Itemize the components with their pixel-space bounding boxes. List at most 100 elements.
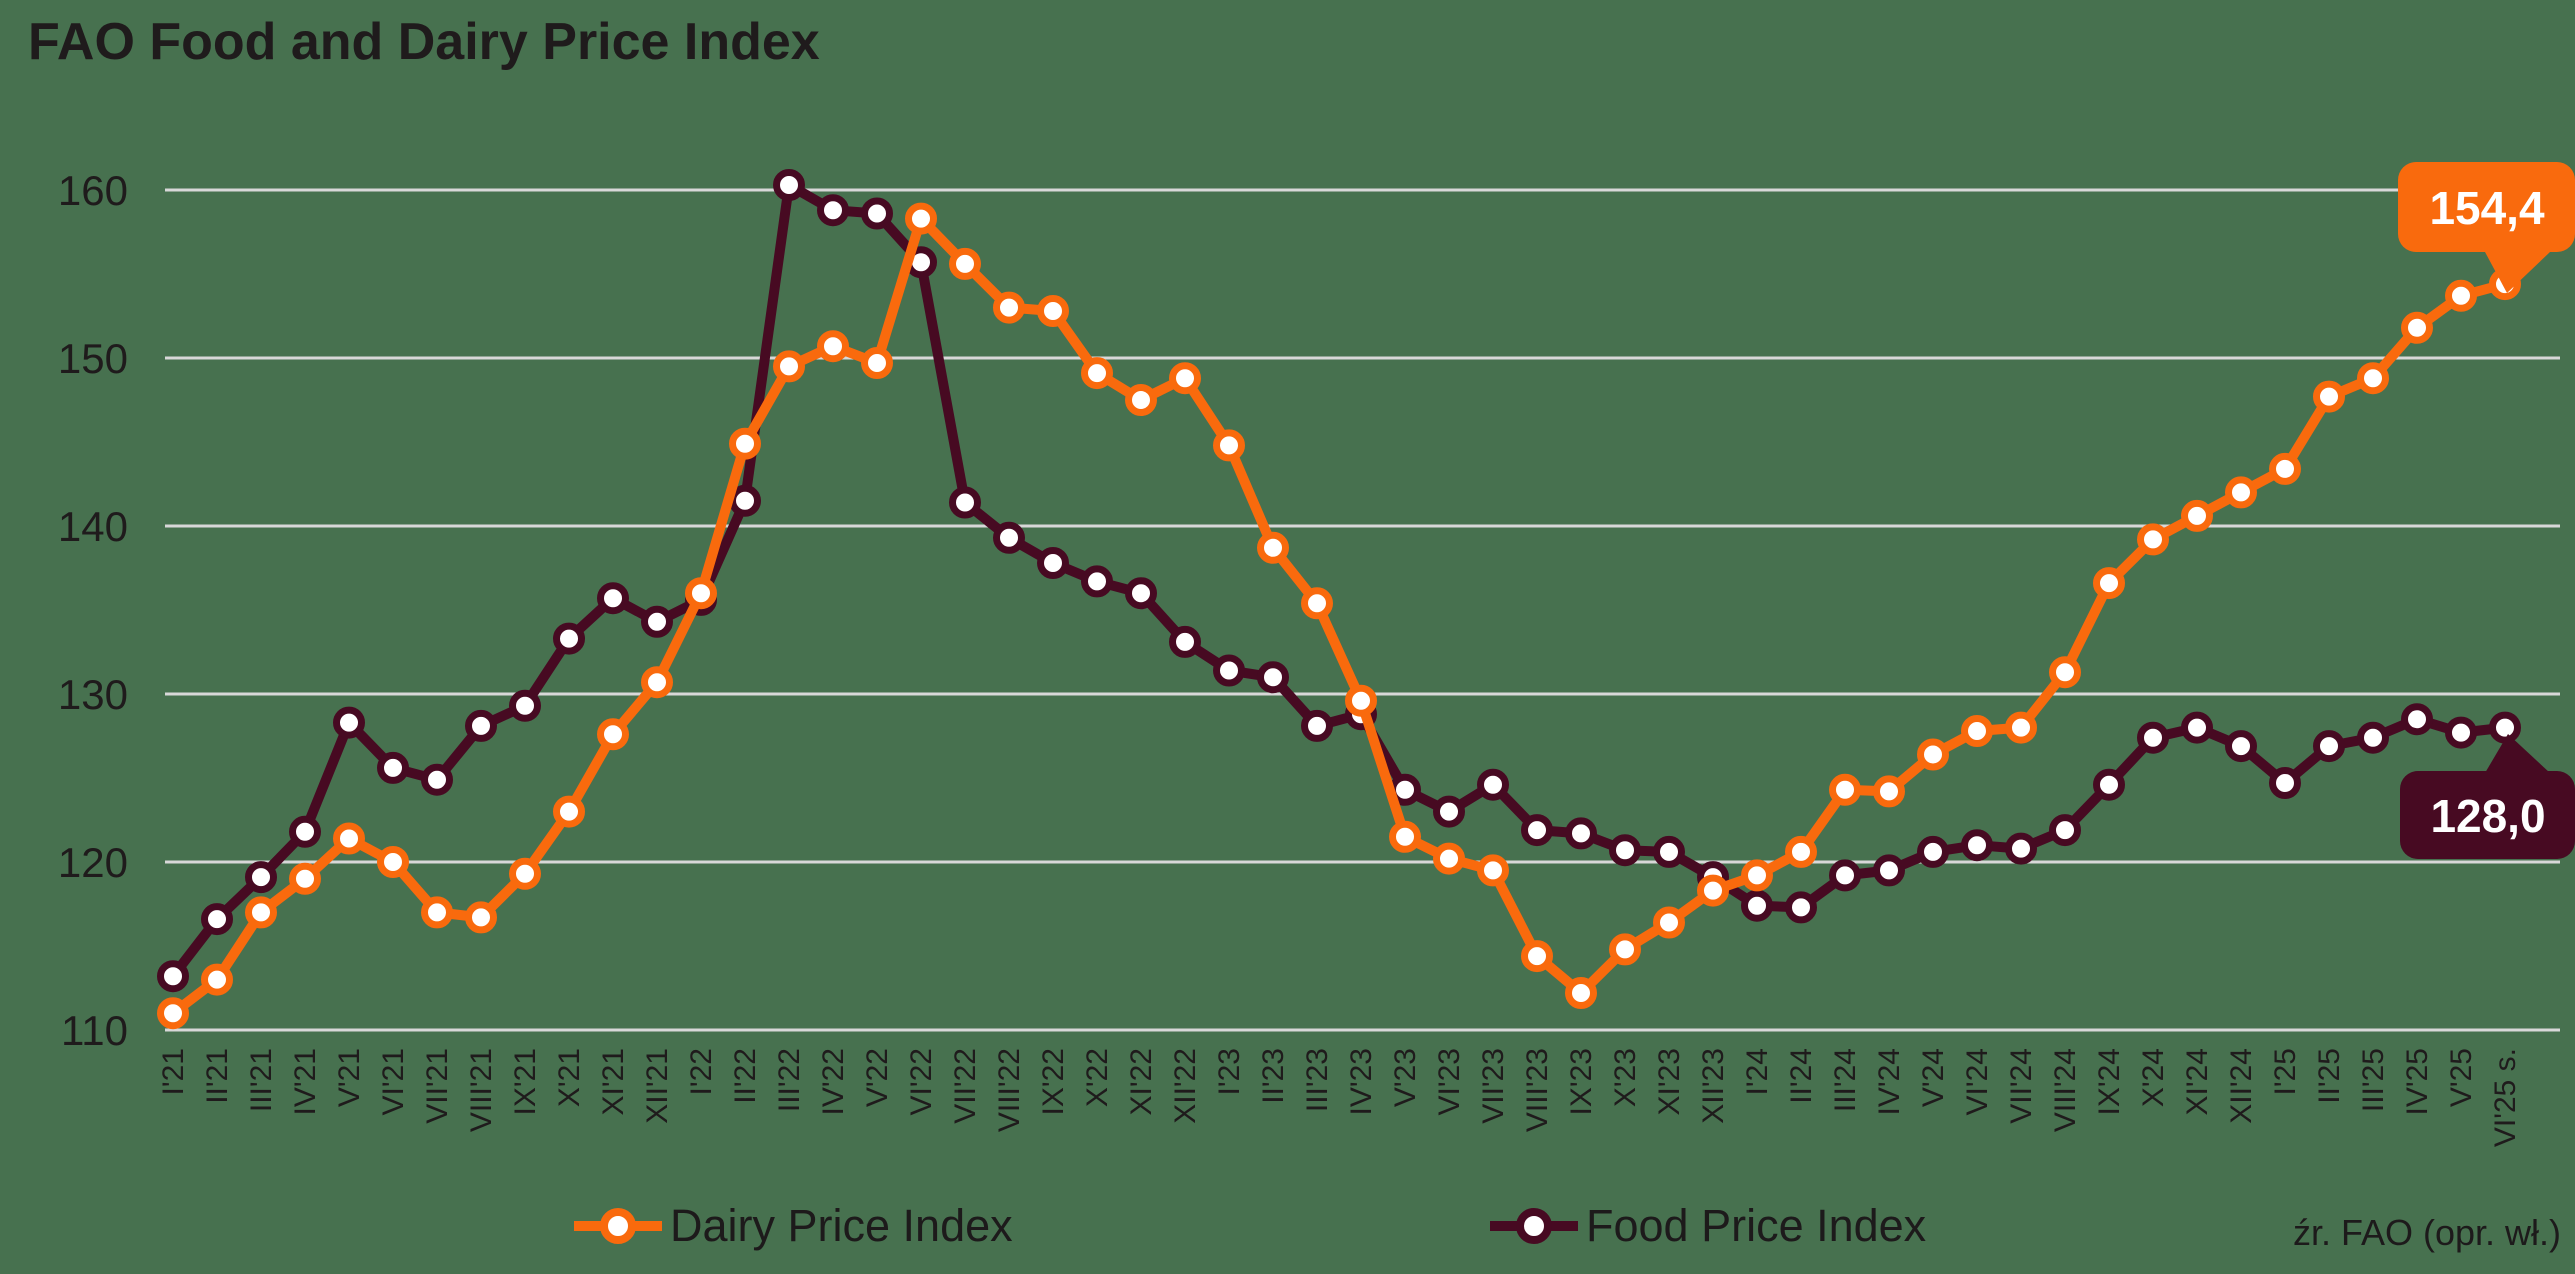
x-axis-tick-label: IX'22: [1037, 1048, 1070, 1115]
food-data-point: [1917, 835, 1949, 868]
y-axis-tick-label: 130: [58, 671, 128, 718]
dairy-data-point: [1213, 429, 1245, 462]
food-data-point: [2269, 767, 2301, 799]
y-axis-tick-label: 120: [58, 839, 128, 886]
food-data-point: [1477, 768, 1509, 801]
dairy-data-point: [509, 857, 541, 890]
dairy-data-point: [1785, 835, 1817, 868]
dairy-data-point: [597, 718, 629, 751]
x-axis-tick-label: X'21: [553, 1048, 586, 1107]
dairy-data-point: [1301, 587, 1333, 620]
dairy-data-point: [2005, 711, 2037, 744]
food-data-point: [2137, 721, 2169, 754]
dairy-data-point: [1389, 820, 1421, 853]
x-axis-tick-label: III'22: [773, 1048, 806, 1112]
dairy-data-point: [729, 427, 761, 460]
x-axis-tick-label: VII'23: [1477, 1048, 1510, 1124]
food-series-line: [169, 180, 2506, 980]
dairy-data-point: [1081, 357, 1113, 390]
food-data-point: [2357, 721, 2389, 754]
x-axis-tick-label: VI'22: [905, 1048, 938, 1115]
food-data-point: [465, 709, 497, 742]
x-axis-tick-label: II'22: [729, 1048, 762, 1104]
x-axis-tick-label: VII'21: [421, 1048, 454, 1124]
food-data-point: [553, 622, 585, 655]
x-axis-tick-label: X'22: [1081, 1048, 1114, 1107]
food-data-point: [333, 706, 365, 739]
x-axis-tick-label: X'24: [2137, 1048, 2170, 1107]
food-data-point: [2445, 716, 2477, 749]
dairy-data-point: [1477, 854, 1509, 887]
x-axis-tick-label: II'23: [1257, 1048, 1290, 1104]
x-axis-tick-label: IX'21: [509, 1048, 542, 1115]
food-data-point: [377, 751, 409, 784]
food-data-point: [157, 960, 189, 993]
y-axis-tick-label: 110: [61, 1007, 128, 1054]
food-data-point: [2181, 711, 2213, 744]
dairy-data-point: [1125, 384, 1157, 416]
dairy-data-point: [2401, 311, 2433, 344]
dairy-data-point: [993, 291, 1025, 324]
dairy-data-point: [1697, 874, 1729, 907]
dairy-data-point: [2357, 362, 2389, 395]
food-data-point: [1521, 814, 1553, 847]
food-data-point: [2401, 703, 2433, 736]
dairy-callout-value: 154,4: [2429, 182, 2545, 234]
dairy-data-point: [1169, 362, 1201, 395]
dairy-data-point: [201, 963, 233, 996]
x-axis-tick-label: XII'24: [2225, 1048, 2258, 1124]
dairy-legend-marker-icon: [574, 1208, 662, 1244]
x-axis-tick-label: XII'23: [1697, 1048, 1730, 1124]
dairy-data-point: [245, 896, 277, 929]
food-data-point: [1037, 547, 1069, 579]
food-data-point: [1741, 889, 1773, 922]
dairy-data-point: [905, 202, 937, 235]
food-data-point: [1565, 817, 1597, 850]
x-axis-tick-label: II'24: [1785, 1048, 1818, 1104]
food-callout-box: [2400, 771, 2575, 859]
dairy-data-point: [2181, 499, 2213, 532]
x-axis-tick-label: IV'21: [289, 1048, 322, 1115]
food-data-point: [1169, 625, 1201, 658]
dairy-data-point: [377, 846, 409, 878]
x-axis-tick-label: VI'24: [1961, 1048, 1994, 1115]
food-data-point: [1257, 661, 1289, 694]
food-data-point: [2005, 832, 2037, 865]
food-data-point: [773, 169, 805, 201]
source-note: źr. FAO (opr. wł.): [2292, 1212, 2561, 1253]
dairy-data-point: [1653, 906, 1685, 939]
x-axis-tick-label: I'22: [685, 1048, 718, 1095]
x-axis-tick-label: I'24: [1741, 1048, 1774, 1095]
x-axis-tick-label: VIII'22: [993, 1048, 1026, 1132]
x-axis-tick-label: VI'25 s.: [2489, 1048, 2522, 1147]
food-data-point: [1081, 565, 1113, 598]
legend-item-dairy: Dairy Price Index: [572, 1196, 1013, 1256]
dairy-data-point: [333, 822, 365, 855]
x-axis-tick-label: V'22: [861, 1048, 894, 1107]
x-axis-tick-label: IV'23: [1345, 1048, 1378, 1115]
dairy-data-point: [2269, 452, 2301, 485]
dairy-data-point: [289, 862, 321, 895]
food-data-point: [2093, 768, 2125, 801]
dairy-data-point: [1037, 295, 1069, 327]
x-axis-tick-label: I'21: [157, 1048, 190, 1095]
food-data-point: [1609, 834, 1641, 867]
legend-label-food: Food Price Index: [1586, 1200, 1927, 1251]
x-axis-tick-label: IV'22: [817, 1048, 850, 1115]
food-callout-value: 128,0: [2430, 790, 2545, 842]
x-axis-tick-label: IX'23: [1565, 1048, 1598, 1115]
food-data-point: [2313, 730, 2345, 763]
food-data-point: [1829, 859, 1861, 892]
dairy-data-point: [1521, 940, 1553, 973]
x-axis-tick-label: XI'23: [1653, 1048, 1686, 1115]
food-data-point: [1125, 577, 1157, 610]
dairy-data-point: [1741, 859, 1773, 892]
dairy-data-point: [2093, 567, 2125, 600]
legend-item-food: Food Price Index: [1488, 1196, 1926, 1256]
y-axis-tick-label: 150: [58, 335, 128, 382]
food-data-point: [729, 484, 761, 517]
food-data-point: [597, 582, 629, 615]
x-axis-tick-label: IX'24: [2093, 1048, 2126, 1115]
dairy-data-point: [157, 997, 189, 1030]
food-data-point: [1213, 654, 1245, 687]
